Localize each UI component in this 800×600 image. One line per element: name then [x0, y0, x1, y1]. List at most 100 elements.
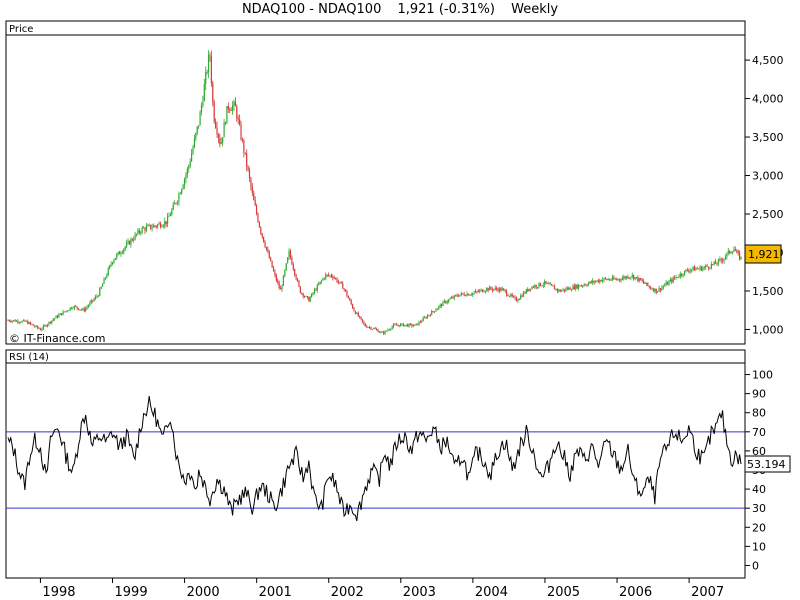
- price-candle-body: [82, 308, 84, 310]
- price-candle-body: [212, 82, 214, 103]
- price-candle-body: [627, 276, 629, 279]
- price-candle-body: [575, 284, 577, 289]
- price-candle-body: [28, 322, 30, 324]
- price-candle-body: [335, 278, 337, 279]
- price-candle-body: [626, 276, 628, 279]
- price-candle-body: [195, 132, 197, 139]
- price-candle-body: [121, 252, 123, 254]
- price-candle-body: [209, 55, 211, 57]
- price-candle-body: [390, 328, 392, 330]
- price-candle-body: [676, 277, 679, 278]
- price-candle-body: [736, 250, 738, 252]
- price-candle-body: [183, 178, 186, 186]
- price-candle-body: [402, 323, 405, 327]
- price-candle-body: [25, 321, 27, 322]
- price-candle-body: [367, 327, 369, 329]
- price-candle-body: [41, 328, 43, 331]
- price-candle-body: [27, 321, 29, 324]
- price-candle-body: [422, 317, 424, 322]
- price-candle-body: [104, 277, 107, 279]
- price-candle-body: [96, 296, 98, 298]
- price-candle-body: [284, 270, 286, 276]
- price-candle-body: [740, 257, 742, 260]
- last-rsi-value: 53.194: [747, 458, 786, 471]
- price-candle-body: [277, 280, 279, 283]
- price-candle-body: [640, 278, 642, 281]
- price-candle-body: [109, 265, 111, 269]
- price-candle-body: [610, 279, 612, 281]
- price-candle-body: [548, 283, 550, 285]
- price-candle-body: [709, 267, 711, 269]
- price-candle-body: [700, 266, 703, 271]
- price-candle-body: [120, 253, 122, 255]
- price-candle-body: [445, 301, 447, 303]
- price-candle-body: [493, 289, 495, 291]
- price-candle-body: [613, 277, 615, 280]
- price-candle-body: [360, 316, 362, 320]
- price-candle-body: [353, 308, 355, 312]
- price-candle-body: [350, 300, 352, 305]
- price-candle-body: [549, 284, 551, 285]
- price-candle-body: [648, 285, 650, 287]
- price-candle-body: [217, 134, 220, 138]
- price-candle-body: [264, 242, 266, 248]
- price-candle-body: [165, 221, 167, 224]
- price-candle-body: [529, 288, 532, 290]
- price-candle-body: [29, 322, 32, 324]
- price-candle-body: [347, 296, 349, 299]
- price-candle-body: [287, 257, 289, 264]
- price-candle-body: [439, 304, 441, 307]
- price-candle-body: [99, 288, 101, 296]
- price-candle-body: [110, 263, 112, 266]
- price-candle-body: [545, 281, 547, 284]
- price-candle-body: [103, 278, 105, 284]
- price-candle-body: [299, 286, 301, 293]
- price-candle-body: [690, 269, 693, 271]
- price-candle-body: [281, 285, 283, 290]
- price-candle-body: [580, 285, 583, 287]
- x-tick-label: 2004: [475, 585, 508, 600]
- price-candle-body: [207, 55, 210, 72]
- price-candle-body: [594, 281, 597, 283]
- price-candle-body: [326, 274, 328, 276]
- price-candle-body: [248, 170, 251, 179]
- price-candle-body: [271, 260, 273, 268]
- price-candle-body: [176, 201, 179, 204]
- price-candle-body: [713, 261, 715, 265]
- price-candle-body: [145, 226, 148, 231]
- price-candle-body: [152, 225, 155, 228]
- price-candle-body: [604, 278, 607, 279]
- price-candle-body: [433, 311, 436, 313]
- x-tick-label: 2006: [619, 585, 652, 600]
- price-candle-body: [464, 295, 467, 297]
- price-candle-body: [738, 253, 741, 260]
- price-candle-body: [243, 140, 245, 153]
- price-candle-body: [203, 83, 205, 101]
- price-candle-body: [398, 325, 400, 327]
- period-label: Weekly: [511, 2, 559, 17]
- price-candle-body: [202, 100, 204, 106]
- price-candle-body: [305, 296, 307, 297]
- price-candle-body: [315, 289, 317, 291]
- price-candle-body: [473, 292, 475, 294]
- price-candle-body: [279, 288, 282, 290]
- price-candle-body: [354, 311, 357, 314]
- price-candle-body: [686, 270, 688, 271]
- price-candle-body: [327, 274, 330, 276]
- price-candle-body: [448, 299, 450, 302]
- x-tick-label: 1999: [115, 585, 148, 600]
- price-candle-body: [11, 320, 13, 322]
- price-candle-body: [247, 166, 249, 171]
- price-candle-body: [179, 193, 181, 195]
- price-candle-body: [371, 329, 373, 330]
- price-candle-body: [463, 294, 465, 296]
- price-candle-body: [517, 300, 519, 302]
- price-candle-body: [497, 289, 499, 292]
- price-candle-body: [514, 296, 516, 298]
- price-candle-body: [431, 311, 433, 316]
- price-candle-body: [412, 325, 414, 327]
- price-candle-body: [683, 270, 686, 275]
- price-candle-body: [456, 295, 458, 297]
- price-candle-body: [233, 101, 235, 106]
- price-candle-body: [85, 308, 87, 311]
